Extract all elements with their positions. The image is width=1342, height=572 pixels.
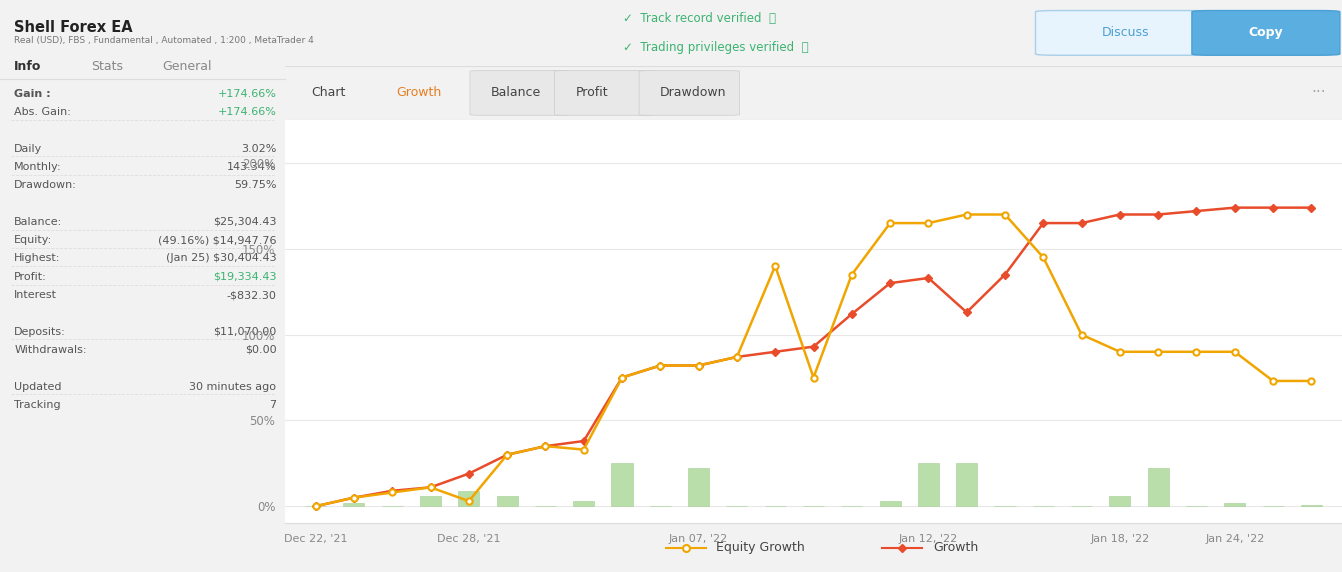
Text: (49.16%) $14,947.76: (49.16%) $14,947.76 bbox=[158, 235, 276, 245]
Text: Real (USD), FBS , Fundamental , Automated , 1:200 , MetaTrader 4: Real (USD), FBS , Fundamental , Automate… bbox=[15, 36, 314, 45]
Text: +174.66%: +174.66% bbox=[217, 107, 276, 117]
Bar bbox=[497, 496, 518, 506]
FancyBboxPatch shape bbox=[639, 71, 739, 115]
Text: Withdrawals:: Withdrawals: bbox=[15, 345, 87, 355]
Bar bbox=[688, 468, 709, 506]
FancyBboxPatch shape bbox=[554, 71, 655, 115]
Text: $25,304.43: $25,304.43 bbox=[213, 217, 276, 227]
FancyBboxPatch shape bbox=[1192, 10, 1339, 55]
Bar bbox=[612, 463, 632, 506]
Bar bbox=[1224, 503, 1245, 506]
Text: $19,334.43: $19,334.43 bbox=[213, 272, 276, 281]
Text: Stats: Stats bbox=[91, 60, 123, 73]
Text: 3.02%: 3.02% bbox=[242, 144, 276, 153]
Text: Balance: Balance bbox=[491, 86, 541, 100]
Text: Equity:: Equity: bbox=[15, 235, 52, 245]
Text: 143.34%: 143.34% bbox=[227, 162, 276, 172]
Text: Balance:: Balance: bbox=[15, 217, 63, 227]
Text: ✓  Trading privileges verified  ⓘ: ✓ Trading privileges verified ⓘ bbox=[623, 41, 809, 54]
Text: ···: ··· bbox=[1311, 85, 1326, 101]
Text: Shell Forex EA: Shell Forex EA bbox=[15, 20, 133, 35]
Text: Abs. Gain:: Abs. Gain: bbox=[15, 107, 71, 117]
Bar bbox=[879, 501, 900, 506]
FancyBboxPatch shape bbox=[1036, 10, 1215, 55]
Text: Info: Info bbox=[15, 60, 42, 73]
Text: General: General bbox=[162, 60, 212, 73]
Bar bbox=[1147, 468, 1169, 506]
Text: Discuss: Discuss bbox=[1102, 26, 1149, 39]
Text: 30 minutes ago: 30 minutes ago bbox=[189, 382, 276, 391]
Bar bbox=[956, 463, 977, 506]
FancyBboxPatch shape bbox=[470, 71, 570, 115]
Bar bbox=[459, 491, 479, 506]
Text: Updated: Updated bbox=[15, 382, 62, 391]
Text: Tracking: Tracking bbox=[15, 400, 60, 410]
Text: 7: 7 bbox=[270, 400, 276, 410]
Text: Highest:: Highest: bbox=[15, 253, 60, 263]
Text: Profit:: Profit: bbox=[15, 272, 47, 281]
Text: Interest: Interest bbox=[15, 290, 58, 300]
Text: Daily: Daily bbox=[15, 144, 43, 153]
Bar bbox=[918, 463, 939, 506]
Text: Profit: Profit bbox=[576, 86, 608, 100]
Text: Gain :: Gain : bbox=[15, 89, 51, 98]
Text: ✓  Track record verified  ⓘ: ✓ Track record verified ⓘ bbox=[623, 12, 776, 25]
Text: Chart: Chart bbox=[311, 86, 346, 100]
Text: Drawdown:: Drawdown: bbox=[15, 180, 76, 190]
Text: +174.66%: +174.66% bbox=[217, 89, 276, 98]
Text: Drawdown: Drawdown bbox=[660, 86, 727, 100]
Text: (Jan 25) $30,404.43: (Jan 25) $30,404.43 bbox=[166, 253, 276, 263]
Text: 59.75%: 59.75% bbox=[234, 180, 276, 190]
Bar bbox=[420, 496, 442, 506]
Text: -$832.30: -$832.30 bbox=[227, 290, 276, 300]
Text: Deposits:: Deposits: bbox=[15, 327, 66, 336]
Text: Growth: Growth bbox=[396, 86, 442, 100]
Bar bbox=[1300, 505, 1322, 506]
Text: Copy: Copy bbox=[1248, 26, 1283, 39]
Text: Monthly:: Monthly: bbox=[15, 162, 62, 172]
Text: Growth: Growth bbox=[933, 541, 978, 554]
Text: $0.00: $0.00 bbox=[244, 345, 276, 355]
Bar bbox=[1110, 496, 1130, 506]
Bar bbox=[573, 501, 595, 506]
Bar bbox=[344, 503, 365, 506]
Text: $11,070.00: $11,070.00 bbox=[213, 327, 276, 336]
Text: Equity Growth: Equity Growth bbox=[717, 541, 805, 554]
